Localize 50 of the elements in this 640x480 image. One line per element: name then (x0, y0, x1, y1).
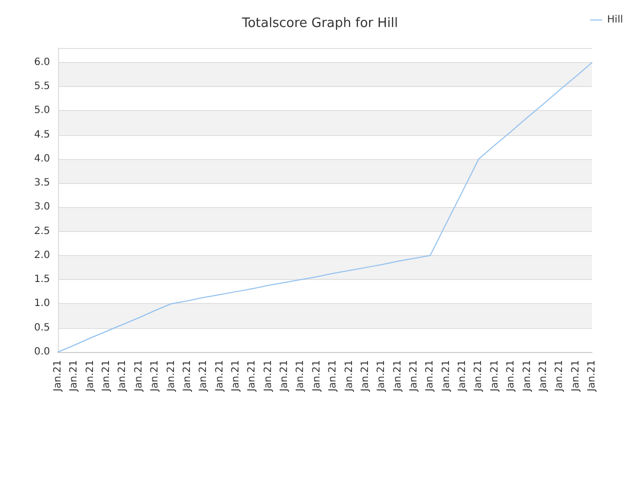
y-tick-label: 2.0 (34, 250, 50, 261)
x-tick-label: Jan.21 (117, 360, 128, 392)
y-tick-label: 1.5 (34, 274, 50, 286)
x-tick-label: Jan.21 (506, 360, 517, 392)
x-tick-label: Jan.21 (440, 360, 452, 392)
x-tick-label: Jan.21 (182, 360, 193, 392)
x-tick-label: Jan.21 (101, 360, 112, 392)
y-tick-label: 4.0 (34, 153, 50, 164)
x-tick-label: Jan.21 (489, 360, 500, 392)
x-tick-label: Jan.21 (538, 360, 549, 392)
x-tick-label: Jan.21 (262, 360, 274, 392)
x-tick-label: Jan.21 (522, 360, 533, 392)
x-tick-label: Jan.21 (166, 360, 177, 392)
y-tick-label: 6.0 (34, 56, 50, 68)
x-tick-label: Jan.21 (344, 360, 355, 392)
chart-title: Totalscore Graph for Hill (240, 16, 398, 31)
x-tick-label: Jan.21 (133, 360, 144, 392)
x-tick-label: Jan.21 (457, 360, 468, 392)
y-tick-label: 5.5 (34, 81, 50, 92)
x-tick-label: Jan.21 (424, 360, 436, 392)
x-tick-label: Jan.21 (52, 360, 64, 392)
x-tick-label: Jan.21 (570, 360, 582, 392)
y-tick-label: 3.0 (34, 202, 50, 213)
x-tick-label: Jan.21 (295, 360, 306, 392)
x-tick-label: Jan.21 (246, 360, 258, 392)
x-tick-label: Jan.21 (150, 360, 161, 392)
x-tick-label: Jan.21 (408, 360, 420, 392)
line-series (58, 62, 592, 352)
y-tick-label: 0.5 (34, 322, 50, 334)
x-tick-label: Jan.21 (328, 360, 339, 392)
y-tick-label: 5.0 (34, 105, 50, 116)
y-tick-label: 4.5 (34, 129, 50, 140)
x-tick-label: Jan.21 (230, 360, 242, 392)
y-tick-label: 1.0 (34, 298, 50, 310)
x-tick-label: Jan.21 (586, 360, 598, 392)
x-tick-label: Jan.21 (68, 360, 80, 392)
x-tick-label: Jan.21 (376, 360, 388, 392)
legend-label: Hill (607, 14, 624, 26)
x-tick-label: Jan.21 (392, 360, 404, 392)
x-tick-label: Jan.21 (198, 360, 210, 392)
x-tick-label: Jan.21 (311, 360, 322, 392)
y-tick-label: 2.5 (34, 226, 50, 237)
x-tick-label: Jan.21 (554, 360, 566, 392)
y-tick-label: 3.5 (34, 178, 50, 189)
x-tick-label: Jan.21 (214, 360, 226, 392)
x-tick-label: Jan.21 (279, 360, 290, 392)
x-tick-label: Jan.21 (84, 360, 96, 392)
x-tick-label: Jan.21 (360, 360, 371, 392)
x-tick-label: Jan.21 (473, 360, 484, 392)
y-tick-label: 0.0 (34, 346, 50, 358)
